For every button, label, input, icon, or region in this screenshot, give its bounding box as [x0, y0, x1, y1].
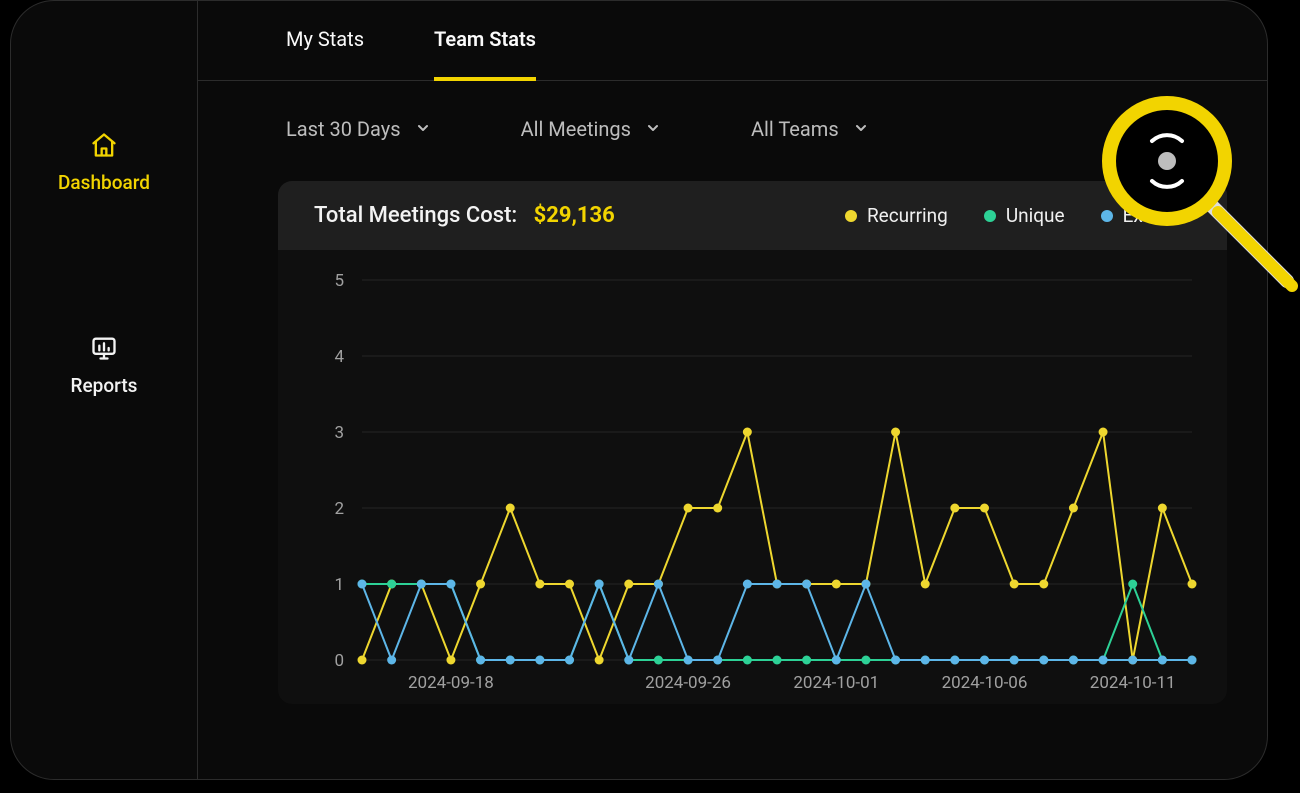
device-frame: Dashboard Reports My Stats — [10, 0, 1268, 780]
filter-teams[interactable]: All Teams — [751, 117, 869, 141]
legend-label: Unique — [1006, 204, 1065, 227]
chevron-down-icon — [645, 117, 661, 141]
chart-card-header: Total Meetings Cost: $29,136 Recurring U… — [278, 181, 1227, 250]
legend-dot — [1101, 210, 1113, 222]
legend-item-external[interactable]: External — [1101, 204, 1191, 227]
tab-label: My Stats — [286, 27, 364, 51]
filter-label: Last 30 Days — [286, 117, 401, 141]
tab-team-stats[interactable]: Team Stats — [434, 27, 536, 81]
chevron-down-icon — [415, 117, 431, 141]
sidebar-item-dashboard[interactable]: Dashboard — [58, 131, 150, 194]
home-icon — [90, 131, 118, 159]
chart-card: Total Meetings Cost: $29,136 Recurring U… — [278, 181, 1227, 704]
svg-text:5: 5 — [334, 271, 344, 291]
legend-label: External — [1123, 204, 1191, 227]
cost-label: Total Meetings Cost: — [314, 203, 517, 228]
legend-item-unique[interactable]: Unique — [984, 204, 1065, 227]
chart-wrap: 0 1 2 3 4 5 2024-09-18 2024-09-26 2024-10-01 2024… — [278, 250, 1227, 704]
svg-text:4: 4 — [334, 347, 344, 367]
filter-date-range[interactable]: Last 30 Days — [286, 117, 431, 141]
svg-text:2024-10-01: 2024-10-01 — [793, 673, 879, 693]
svg-text:0: 0 — [334, 651, 344, 671]
legend-dot — [984, 210, 996, 222]
svg-text:3: 3 — [334, 423, 344, 443]
legend-label: Recurring — [867, 204, 948, 227]
main: My Stats Team Stats Last 30 Days All Mee… — [197, 1, 1267, 779]
svg-text:1: 1 — [334, 575, 344, 595]
filter-meetings[interactable]: All Meetings — [521, 117, 661, 141]
reports-icon — [90, 334, 118, 362]
meetings-line-chart: 0 1 2 3 4 5 2024-09-18 2024-09-26 2024-10-01 2024… — [302, 260, 1202, 700]
svg-text:2024-09-18: 2024-09-18 — [408, 673, 494, 693]
sidebar-item-label: Dashboard — [58, 171, 150, 194]
svg-text:2024-10-06: 2024-10-06 — [942, 673, 1028, 693]
sidebar-item-reports[interactable]: Reports — [71, 334, 138, 397]
legend-dot — [845, 210, 857, 222]
svg-text:2024-10-11: 2024-10-11 — [1090, 673, 1176, 693]
filter-label: All Teams — [751, 117, 839, 141]
legend: Recurring Unique External — [845, 204, 1191, 227]
tab-my-stats[interactable]: My Stats — [286, 27, 364, 81]
sidebar-item-label: Reports — [71, 374, 138, 397]
svg-text:2: 2 — [334, 499, 344, 519]
cost-text: Total Meetings Cost: $29,136 — [314, 203, 615, 228]
layout-root: Dashboard Reports My Stats — [11, 1, 1267, 779]
tab-label: Team Stats — [434, 27, 536, 51]
svg-text:2024-09-26: 2024-09-26 — [645, 673, 731, 693]
filters: Last 30 Days All Meetings All Teams — [198, 81, 1267, 181]
chevron-down-icon — [853, 117, 869, 141]
cost-value: $29,136 — [534, 203, 615, 228]
tabs: My Stats Team Stats — [198, 1, 1267, 81]
filter-label: All Meetings — [521, 117, 631, 141]
legend-item-recurring[interactable]: Recurring — [845, 204, 948, 227]
sidebar: Dashboard Reports — [11, 1, 197, 779]
